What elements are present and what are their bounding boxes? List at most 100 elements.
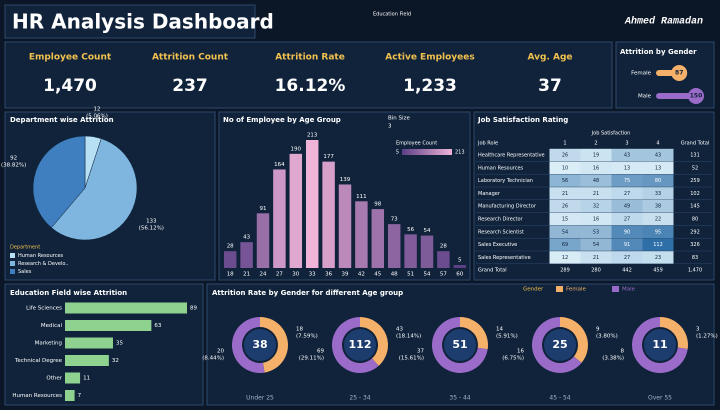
percent-label: (8.44%) <box>202 356 224 362</box>
bar <box>338 184 352 268</box>
x-tick-label: 60 <box>456 272 463 278</box>
x-tick-label: Over 55 <box>648 395 672 402</box>
heat-cell <box>549 225 581 238</box>
y-tick-label: Marketing <box>35 341 62 347</box>
chart-title: No of Employee by Age Group <box>223 116 341 124</box>
heat-cell <box>611 161 643 174</box>
table-cell: 21 <box>562 191 568 197</box>
percent-label: (5.91%) <box>496 334 518 340</box>
value-label: 73 <box>391 217 398 223</box>
table-cell: 90 <box>624 229 630 235</box>
value-label: 5 <box>458 257 462 263</box>
table-cell: 292 <box>690 229 700 235</box>
table-cell: 54 <box>562 229 568 235</box>
bar <box>256 213 270 268</box>
table-group-header: Job Satisfaction <box>591 131 631 137</box>
bar <box>305 140 319 268</box>
table-column-header: Job Role <box>477 141 498 147</box>
value-label: 69 <box>317 349 324 355</box>
bar <box>656 93 696 99</box>
x-tick-label: 18 <box>227 272 234 278</box>
legend-title: Department <box>10 245 40 251</box>
bar <box>453 264 467 268</box>
heat-cell <box>642 161 674 174</box>
heat-cell <box>642 174 674 187</box>
table-cell: 13 <box>624 165 630 171</box>
value-label: 92 <box>10 155 17 161</box>
donut-slice <box>231 317 265 374</box>
heat-cell <box>611 251 643 264</box>
value-label: 18 <box>296 327 303 333</box>
heat-cell <box>580 187 612 200</box>
table-cell: 102 <box>690 191 700 197</box>
x-tick-label: 39 <box>342 272 349 278</box>
legend-label: Human Resources <box>18 253 64 259</box>
heat-cell <box>549 161 581 174</box>
value-label: 28 <box>440 244 447 250</box>
x-tick-label: Under 25 <box>246 395 274 402</box>
bar <box>371 209 385 268</box>
bar <box>322 161 335 268</box>
bin-size-value: 3 <box>388 124 392 130</box>
legend-swatch <box>612 286 619 292</box>
donut-slice <box>560 317 588 363</box>
y-tick-label: Female <box>631 71 652 77</box>
heat-cell <box>549 212 581 226</box>
value-label: 56 <box>407 227 414 233</box>
kpi-label: Attrition Rate <box>275 53 345 63</box>
color-scale-min: 5 <box>396 150 399 156</box>
value-label: 32 <box>112 358 119 364</box>
chart-title: Education Field wise Attrition <box>10 289 127 297</box>
total-label: 38 <box>252 338 267 351</box>
value-label: 12 <box>94 106 101 112</box>
heat-cell <box>611 238 643 251</box>
value-label: 190 <box>291 146 302 152</box>
table-cell: 19 <box>593 153 599 159</box>
bar <box>65 390 75 401</box>
value-label: 28 <box>227 244 234 250</box>
value-label: 35 <box>116 341 123 347</box>
percent-label: (1.27%) <box>696 334 718 340</box>
x-tick-label: 27 <box>276 272 283 278</box>
table-cell: 442 <box>622 268 632 274</box>
value-badge <box>688 88 704 104</box>
kpi-value: 1,470 <box>43 76 97 96</box>
percent-label: (3.80%) <box>596 334 618 340</box>
percent-label: (15.61%) <box>399 356 424 362</box>
table-row-label: Manager <box>478 191 501 197</box>
x-tick-label: 21 <box>243 272 250 278</box>
table-cell: 80 <box>692 217 698 223</box>
title-panel <box>4 4 256 39</box>
x-tick-label: 25 - 34 <box>349 395 370 402</box>
value-label: 150 <box>690 93 703 100</box>
table-cell: 83 <box>692 255 698 261</box>
chart-title: Attrition Rate by Gender for different A… <box>212 289 403 297</box>
table-cell: 131 <box>690 153 700 159</box>
table-title: Job Satisfaction Rating <box>477 116 568 124</box>
donut-center <box>344 329 376 361</box>
bar <box>355 201 368 268</box>
value-label: 3 <box>696 327 700 333</box>
kpi-label: Attrition Count <box>152 53 229 63</box>
value-label: 91 <box>260 206 267 212</box>
x-tick-label: 30 <box>292 272 299 278</box>
bar <box>65 355 109 366</box>
kpi-value: 1,233 <box>403 76 457 96</box>
table-cell: 48 <box>593 178 599 184</box>
chart-title: Department wise Attrition <box>10 116 114 124</box>
heat-cell <box>642 212 674 226</box>
table-cell: 112 <box>653 242 663 248</box>
bin-size-label: Bin Size <box>388 116 410 122</box>
heat-cell <box>549 148 581 162</box>
x-tick-label: 33 <box>309 272 316 278</box>
y-tick-label: Technical Degree <box>14 358 63 364</box>
value-label: 139 <box>340 177 351 183</box>
x-tick-label: 35 - 44 <box>449 395 470 402</box>
legend-title: Gender <box>523 287 544 293</box>
total-label: 51 <box>452 338 467 351</box>
table-cell: 54 <box>593 242 599 248</box>
table-cell: 23 <box>655 255 661 261</box>
table-cell: 22 <box>655 217 661 223</box>
heat-cell <box>580 251 612 264</box>
